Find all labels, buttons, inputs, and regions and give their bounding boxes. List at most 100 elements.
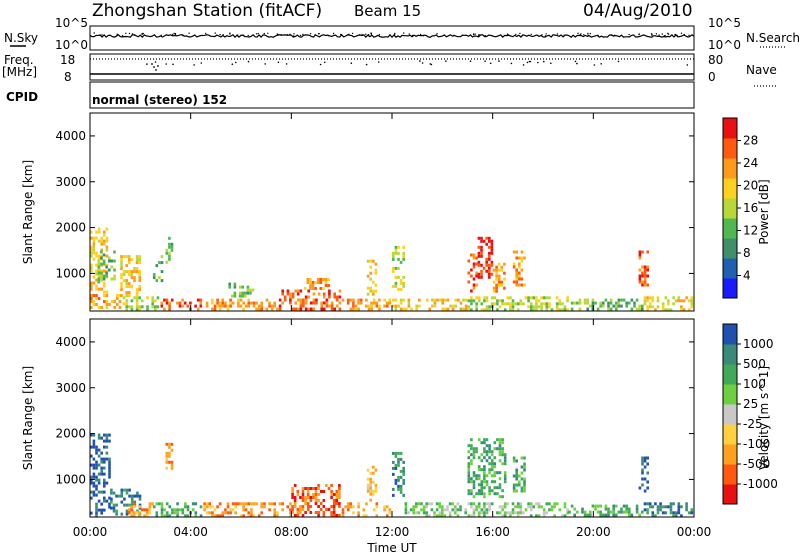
velocity-cell — [467, 471, 471, 475]
velocity-cell — [95, 445, 98, 449]
velocity-cell — [472, 483, 476, 487]
nsearch-dot — [318, 33, 320, 35]
power-cell — [617, 298, 621, 302]
power-cell — [635, 307, 639, 311]
power-cell — [247, 301, 250, 305]
power-cell — [477, 236, 481, 240]
power-cell — [278, 304, 282, 308]
power-cell — [125, 299, 128, 303]
velocity-cell — [112, 491, 116, 495]
velocity-cell — [643, 502, 647, 506]
nave-dot — [574, 60, 577, 63]
power-cell — [229, 304, 232, 308]
power-cell — [314, 287, 317, 290]
power-cell — [328, 292, 331, 296]
velocity-cell — [115, 509, 118, 513]
nave-label: Nave — [746, 63, 777, 77]
nsearch-dot — [530, 33, 532, 35]
velocity-cell — [498, 471, 502, 475]
velocity-cell — [470, 444, 473, 448]
velocity-cell — [103, 433, 106, 437]
velocity-cell — [226, 505, 230, 509]
power-cell — [570, 307, 574, 311]
velocity-cell — [330, 511, 333, 514]
power-cell — [643, 277, 647, 281]
power-cell — [120, 261, 123, 265]
power-cell — [441, 301, 444, 305]
velocity-cell — [523, 477, 526, 481]
velocity-cell — [470, 438, 473, 442]
power-cell — [270, 304, 274, 308]
velocity-cell — [317, 511, 320, 514]
nsearch-dot — [411, 34, 414, 37]
power-cell — [459, 301, 463, 305]
velocity-cell — [451, 508, 454, 512]
velocity-cell — [92, 442, 96, 446]
power-cell — [467, 305, 471, 309]
velocity-cell — [690, 508, 694, 512]
power-cell — [90, 254, 93, 258]
velocity-cell — [485, 438, 489, 442]
power-cell — [550, 308, 554, 312]
power-cell — [490, 242, 494, 246]
velocity-cell — [545, 511, 549, 515]
velocity-cell — [472, 511, 476, 515]
power-cell — [265, 298, 269, 302]
velocity-cell — [115, 512, 118, 516]
power-cell — [397, 251, 400, 255]
velocity-cell — [641, 510, 644, 514]
power-cell — [477, 263, 481, 267]
power-cell — [501, 299, 504, 303]
velocity-cell — [496, 447, 499, 451]
velocity-cell — [100, 460, 103, 464]
velocity-cell — [218, 514, 222, 518]
power-cell — [105, 306, 109, 309]
power-cell — [518, 265, 521, 269]
power-cell — [213, 307, 217, 311]
velocity-cell — [108, 475, 111, 479]
power-cell — [291, 295, 295, 299]
power-cell — [498, 299, 502, 303]
velocity-cell — [443, 508, 447, 512]
power-cell — [352, 304, 355, 308]
nsearch-dot — [263, 32, 265, 35]
velocity-cell — [213, 514, 217, 518]
nave-dot — [285, 63, 288, 65]
power-cell — [158, 276, 161, 280]
velocity-cell — [477, 474, 481, 478]
power-cell — [302, 298, 305, 302]
velocity-cell — [105, 499, 109, 503]
velocity-cell — [520, 465, 524, 469]
nsky-tick-top: 10^5 — [55, 16, 88, 30]
power-cell — [102, 277, 106, 281]
velocity-cell — [669, 511, 673, 515]
power-cell — [160, 270, 164, 274]
velocity-cell — [263, 505, 266, 509]
power-cell — [216, 304, 219, 308]
power-cell — [268, 301, 271, 305]
velocity-cell — [454, 508, 457, 512]
power-cell — [97, 230, 101, 234]
power-cell — [480, 239, 483, 243]
velocity-cell — [90, 433, 93, 437]
power-cell — [690, 296, 694, 300]
power-cell — [492, 286, 496, 290]
power-cell — [299, 289, 303, 293]
power-cell — [488, 239, 491, 243]
velocity-cell — [95, 466, 98, 470]
power-cell — [643, 283, 647, 287]
nave-dot — [153, 66, 155, 68]
nave-dot — [277, 61, 280, 64]
power-cell — [113, 300, 116, 303]
power-cell — [365, 298, 368, 302]
velocity-cell — [103, 481, 106, 485]
velocity-cell — [108, 439, 111, 443]
velocity-cell — [100, 451, 103, 455]
power-cell — [625, 301, 628, 305]
velocity-cell — [477, 477, 481, 481]
velocity-cell — [490, 489, 494, 493]
velocity-cell — [641, 483, 644, 487]
velocity-cell — [90, 454, 93, 458]
velocity-cell — [110, 491, 113, 495]
velocity-cell — [374, 468, 378, 472]
